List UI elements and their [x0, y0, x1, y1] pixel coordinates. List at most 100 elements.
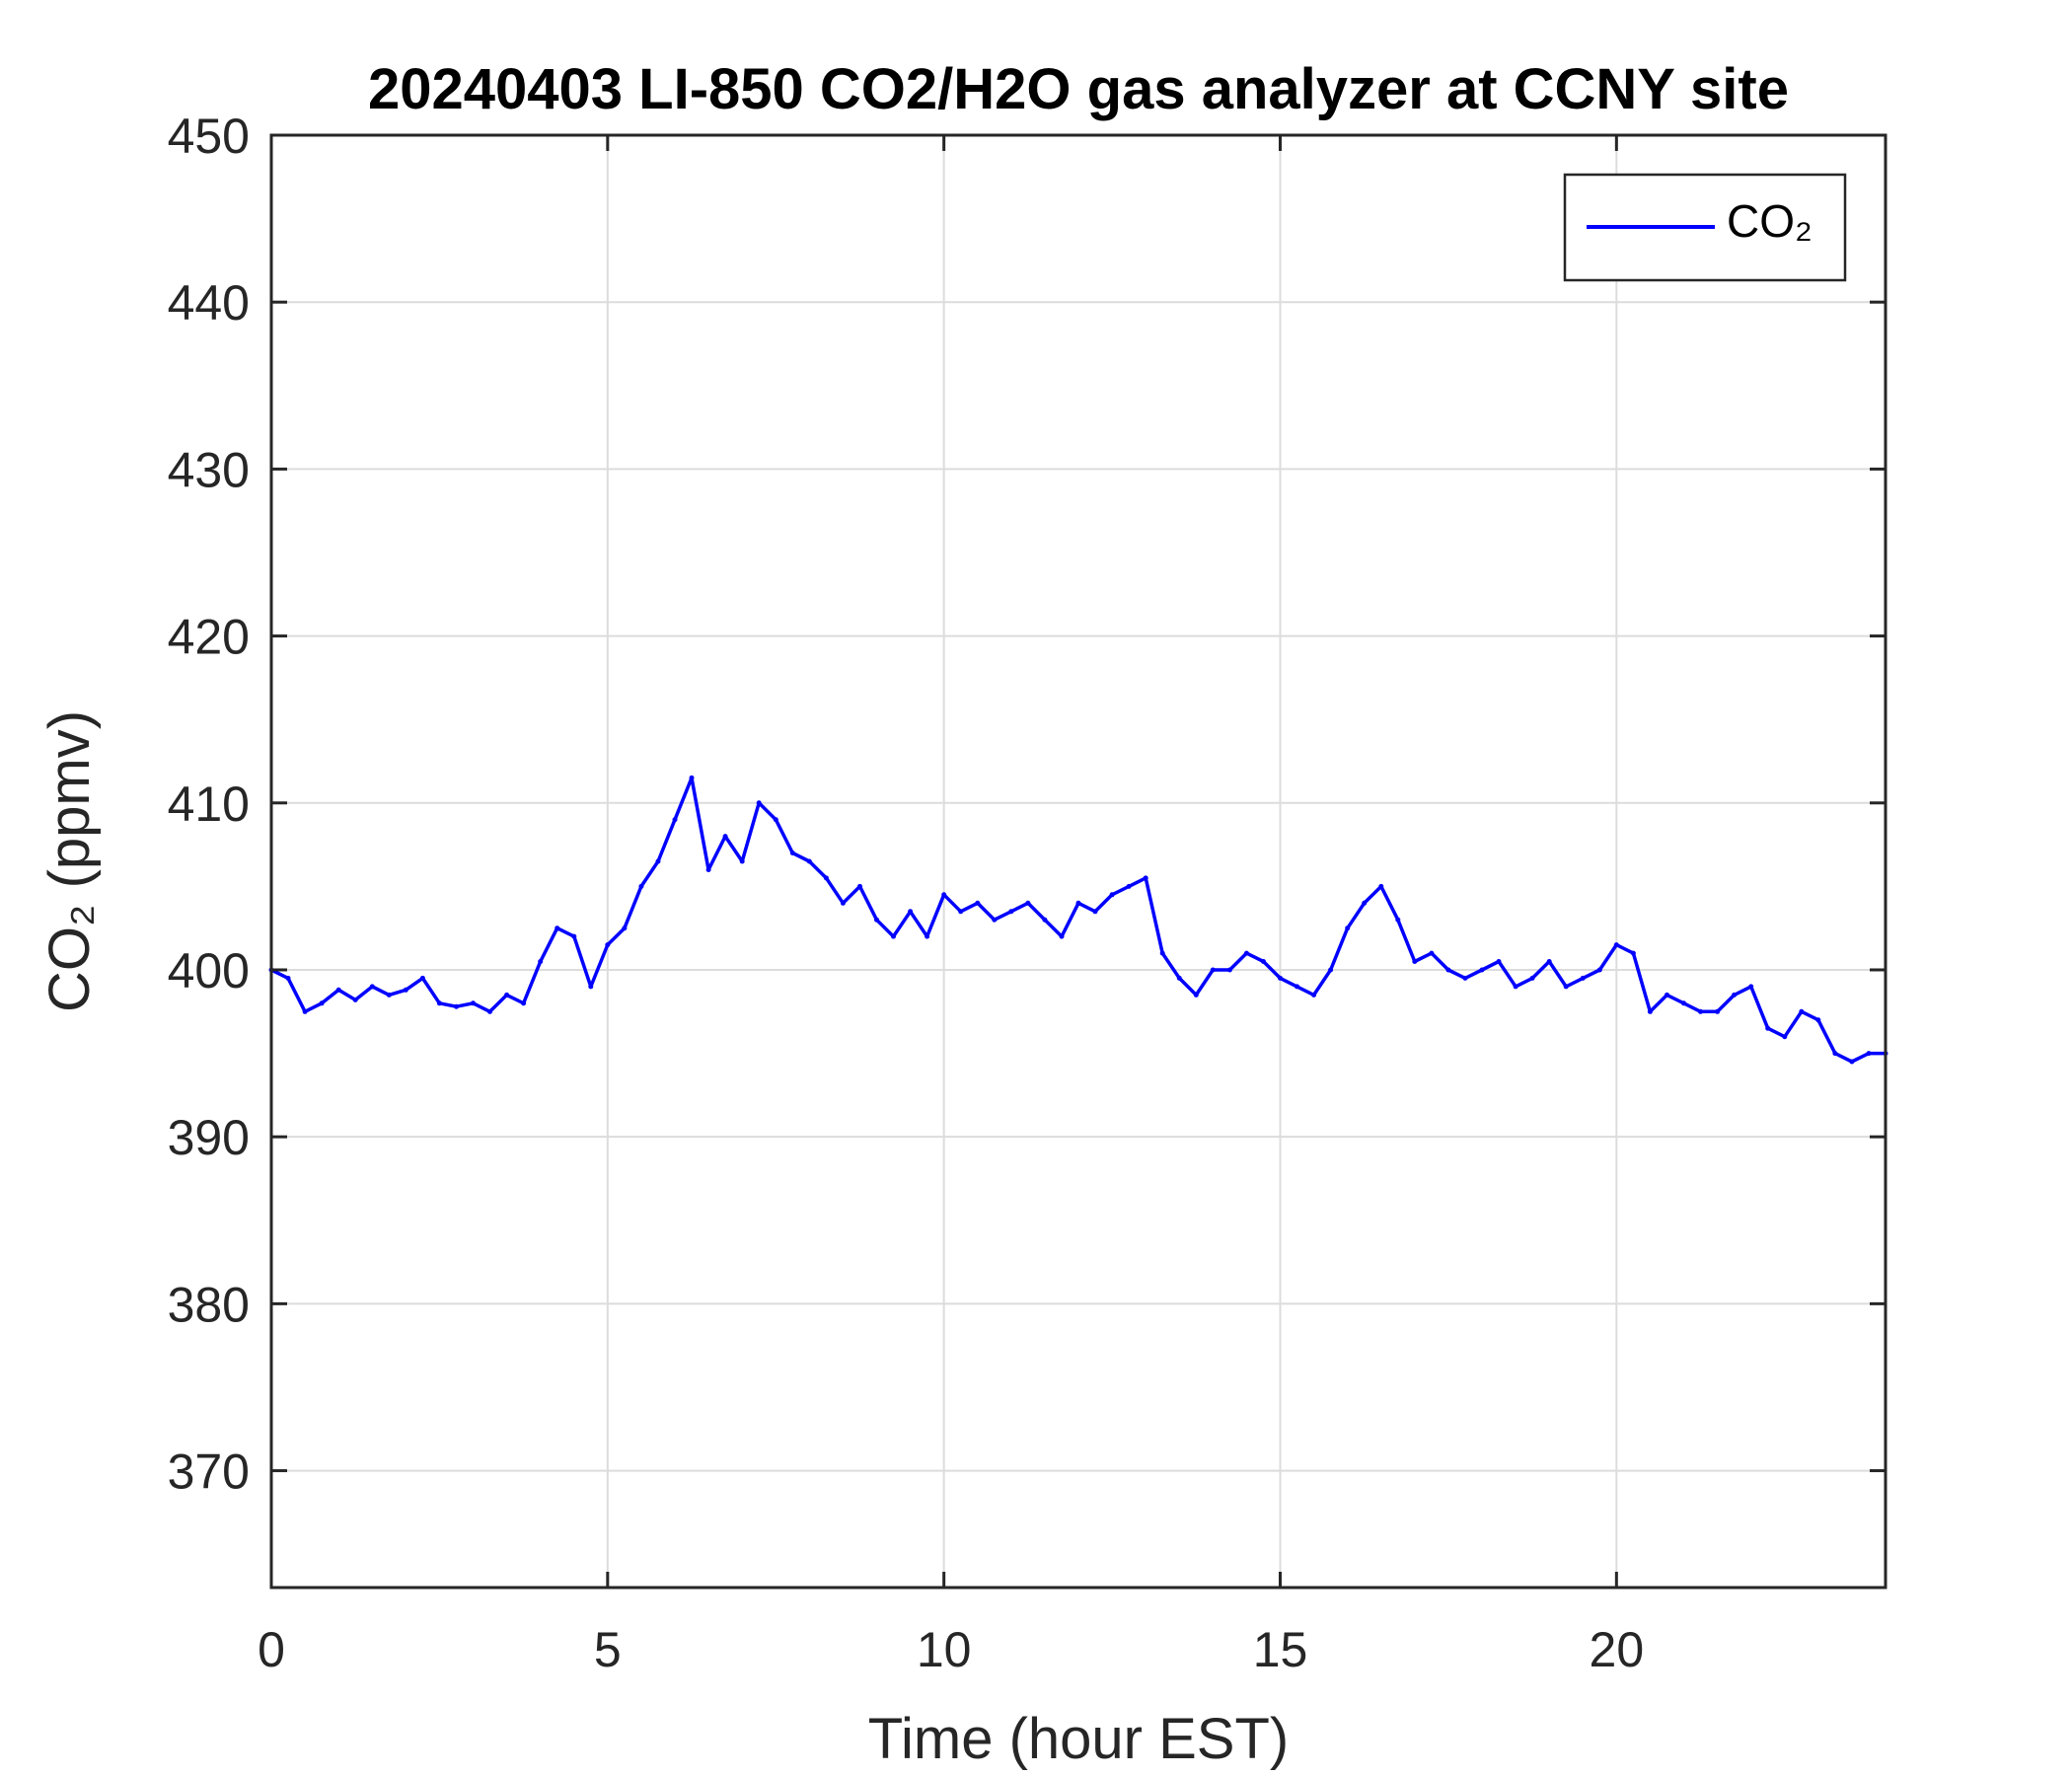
y-tick-label: 370 — [168, 1444, 250, 1500]
series-layer — [268, 775, 1888, 1065]
data-point — [1529, 975, 1535, 981]
data-point — [941, 892, 947, 898]
data-point — [1159, 950, 1165, 956]
data-point — [436, 1000, 442, 1006]
data-point — [638, 883, 644, 889]
legend: CO₂ — [1563, 173, 1847, 282]
data-point — [891, 933, 896, 939]
data-point — [874, 917, 879, 923]
data-point — [369, 984, 375, 990]
data-point — [571, 933, 577, 939]
data-point — [1445, 967, 1451, 973]
data-point — [1546, 959, 1552, 964]
data-point — [705, 867, 711, 872]
data-point — [454, 1003, 459, 1009]
y-tick-label: 450 — [168, 109, 250, 164]
data-point — [1008, 909, 1014, 915]
x-tick-label: 10 — [917, 1622, 972, 1677]
data-point — [1328, 967, 1334, 973]
data-point — [1092, 909, 1098, 915]
data-point — [857, 883, 862, 889]
data-point — [1429, 950, 1435, 956]
data-point — [504, 992, 510, 998]
data-point — [588, 984, 594, 990]
data-point — [386, 992, 392, 998]
data-point — [1596, 967, 1602, 973]
data-point — [487, 1008, 492, 1014]
data-point — [789, 851, 795, 855]
data-point — [756, 800, 762, 806]
data-point — [992, 917, 998, 923]
x-tick-label: 15 — [1253, 1622, 1308, 1677]
data-point — [538, 959, 544, 964]
data-point — [1378, 883, 1384, 889]
chart-title: 20240403 LI-850 CO2/H2O gas analyzer at … — [368, 57, 1789, 121]
data-point — [840, 900, 846, 906]
data-point — [739, 858, 745, 864]
data-point — [823, 875, 829, 881]
data-point — [1732, 992, 1738, 998]
data-point — [1681, 1000, 1686, 1006]
data-point — [1496, 959, 1502, 964]
y-tick-label: 430 — [168, 442, 250, 497]
data-point — [1815, 1017, 1821, 1023]
plot-frame — [269, 133, 1887, 1590]
y-tick-label: 420 — [168, 610, 250, 665]
data-point — [1243, 950, 1249, 956]
data-point — [1647, 1008, 1653, 1014]
data-point — [555, 925, 560, 931]
data-point — [1748, 984, 1754, 990]
y-tick-label: 380 — [168, 1277, 250, 1332]
y-tick-label: 400 — [168, 943, 250, 999]
x-axis-label: Time (hour EST) — [868, 1707, 1289, 1771]
x-tick-label: 20 — [1590, 1622, 1645, 1677]
legend-label-co2: CO₂ — [1727, 195, 1813, 247]
data-point — [925, 933, 930, 939]
data-point — [1665, 992, 1669, 998]
data-point — [335, 987, 341, 993]
data-point — [1345, 925, 1351, 931]
data-point — [1462, 975, 1468, 981]
data-point — [908, 909, 914, 915]
data-point — [1362, 900, 1368, 906]
y-tick-label: 410 — [168, 777, 250, 832]
data-point — [1563, 984, 1569, 990]
data-point — [1580, 975, 1586, 981]
data-point — [1261, 959, 1266, 964]
x-tick-label: 5 — [594, 1622, 622, 1677]
data-point — [1025, 900, 1031, 906]
data-point — [1278, 975, 1283, 981]
data-point — [1479, 967, 1485, 973]
data-point — [1126, 883, 1132, 889]
data-point — [1311, 992, 1317, 998]
data-point — [1630, 950, 1636, 956]
data-point — [319, 1000, 325, 1006]
data-point — [285, 975, 291, 981]
data-point — [1866, 1051, 1872, 1057]
data-point — [622, 925, 628, 931]
axis-ticks — [269, 133, 1886, 1588]
data-point — [672, 817, 678, 823]
x-tick-label: 0 — [258, 1622, 285, 1677]
data-point — [806, 858, 812, 864]
data-point — [1849, 1059, 1855, 1065]
y-axis-label: CO₂ (ppmv) — [37, 710, 102, 1012]
data-point — [1513, 984, 1518, 990]
y-tick-label: 440 — [168, 275, 250, 331]
data-point — [1226, 967, 1232, 973]
y-tick-label: 390 — [168, 1110, 250, 1165]
data-point — [403, 987, 408, 993]
data-point — [1698, 1008, 1703, 1014]
data-point — [1042, 917, 1048, 923]
data-point — [1395, 917, 1401, 923]
data-point — [352, 997, 358, 1002]
data-point — [1799, 1008, 1805, 1014]
data-point — [1295, 984, 1299, 990]
data-point — [958, 909, 964, 915]
axis-tick-labels: 0 5 10 15 20 370 380 390 400 410 420 430 440 450 — [168, 109, 1645, 1677]
data-point — [1075, 900, 1081, 906]
data-point — [1832, 1051, 1838, 1057]
data-point — [1765, 1025, 1771, 1031]
data-point — [689, 775, 695, 780]
